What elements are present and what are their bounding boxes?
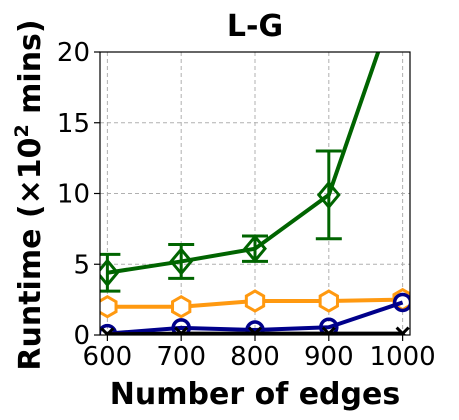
series-1 xyxy=(100,52,381,293)
y-tick-label: 20 xyxy=(57,38,90,68)
data-point xyxy=(100,294,118,319)
x-tick-label: 1000 xyxy=(370,342,436,372)
x-axis-label: Number of edges xyxy=(110,377,400,412)
series-line xyxy=(107,300,404,335)
data-point xyxy=(318,289,339,313)
y-axis-label-main: Runtime (×10 xyxy=(13,138,48,371)
y-tick-label: 5 xyxy=(73,250,90,280)
data-point xyxy=(100,327,115,335)
y-axis-label: Runtime (×102 mins) xyxy=(11,19,48,370)
axes xyxy=(94,51,411,341)
data-point xyxy=(243,234,267,264)
x-tick-label: 700 xyxy=(156,342,206,372)
data-point xyxy=(321,326,336,335)
chart-title: L-G xyxy=(227,9,283,44)
data-point xyxy=(316,180,341,210)
x-tick-label: 800 xyxy=(230,342,280,372)
data-point xyxy=(244,289,266,313)
data-point xyxy=(174,326,189,335)
series-5 xyxy=(100,326,410,335)
plot-frame xyxy=(99,51,411,336)
y-axis-label-end: mins) xyxy=(13,19,48,124)
data-point xyxy=(245,320,265,335)
y-tick-label: 0 xyxy=(73,321,90,351)
data-point xyxy=(247,326,263,335)
tick-labels: 600 700 800 900 1000 0 5 10 15 20 xyxy=(57,38,436,372)
y-tick-label: 15 xyxy=(57,109,90,139)
y-axis-label-sup: 2 xyxy=(11,124,33,137)
x-tick-label: 600 xyxy=(83,342,133,372)
y-tick-label: 10 xyxy=(57,180,90,210)
data-point xyxy=(171,318,191,335)
series-2 xyxy=(100,287,410,319)
data-point xyxy=(171,294,192,319)
data-point xyxy=(395,326,410,335)
data-point xyxy=(169,247,194,276)
data-point xyxy=(392,292,410,313)
data-point xyxy=(319,317,339,335)
x-tick-label: 900 xyxy=(304,342,354,372)
data-point xyxy=(100,258,120,288)
series-layer xyxy=(100,52,410,335)
